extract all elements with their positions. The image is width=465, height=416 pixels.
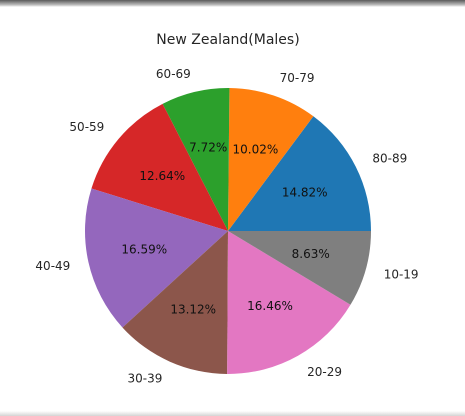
category-label-50-59: 50-59 (69, 120, 104, 134)
percent-label-70-79: 10.02% (233, 143, 279, 157)
pie-slice-60-69 (162, 88, 230, 231)
percent-label-10-19: 8.63% (292, 247, 330, 261)
category-label-80-89: 80-89 (372, 152, 407, 166)
category-label-40-49: 40-49 (35, 259, 70, 273)
percent-label-40-49: 16.59% (121, 243, 167, 257)
pie-slice-10-19 (228, 231, 371, 305)
category-label-30-39: 30-39 (128, 372, 163, 386)
category-label-20-29: 20-29 (307, 365, 342, 379)
window-bottom-edge (0, 411, 465, 416)
pie-slice-20-29 (227, 231, 351, 375)
category-label-60-69: 60-69 (156, 67, 191, 81)
category-label-70-79: 70-79 (280, 71, 315, 85)
percent-label-20-29: 16.46% (247, 299, 293, 313)
percent-label-60-69: 7.72% (189, 141, 227, 155)
pie-slice-50-59 (91, 103, 228, 231)
window-top-edge (0, 0, 465, 7)
pie-slice-70-79 (228, 88, 314, 231)
percent-label-50-59: 12.64% (139, 169, 185, 183)
pie-slice-30-39 (122, 231, 228, 374)
percent-labels: 14.82% 10.02% 7.72% 12.64% 16.59% 13.12% 16.46… (121, 141, 329, 317)
percent-label-30-39: 13.12% (170, 302, 216, 316)
category-label-10-19: 10-19 (384, 267, 419, 281)
percent-label-80-89: 14.82% (282, 186, 328, 200)
category-labels: 80-89 70-79 60-69 50-59 40-49 30-39 20-29 10-19 (35, 67, 418, 386)
pie-slice-40-49 (84, 188, 229, 328)
pie-slices (84, 88, 371, 375)
chart-title: New Zealand(Males) (156, 32, 299, 48)
pie-slice-80-89 (228, 116, 371, 231)
